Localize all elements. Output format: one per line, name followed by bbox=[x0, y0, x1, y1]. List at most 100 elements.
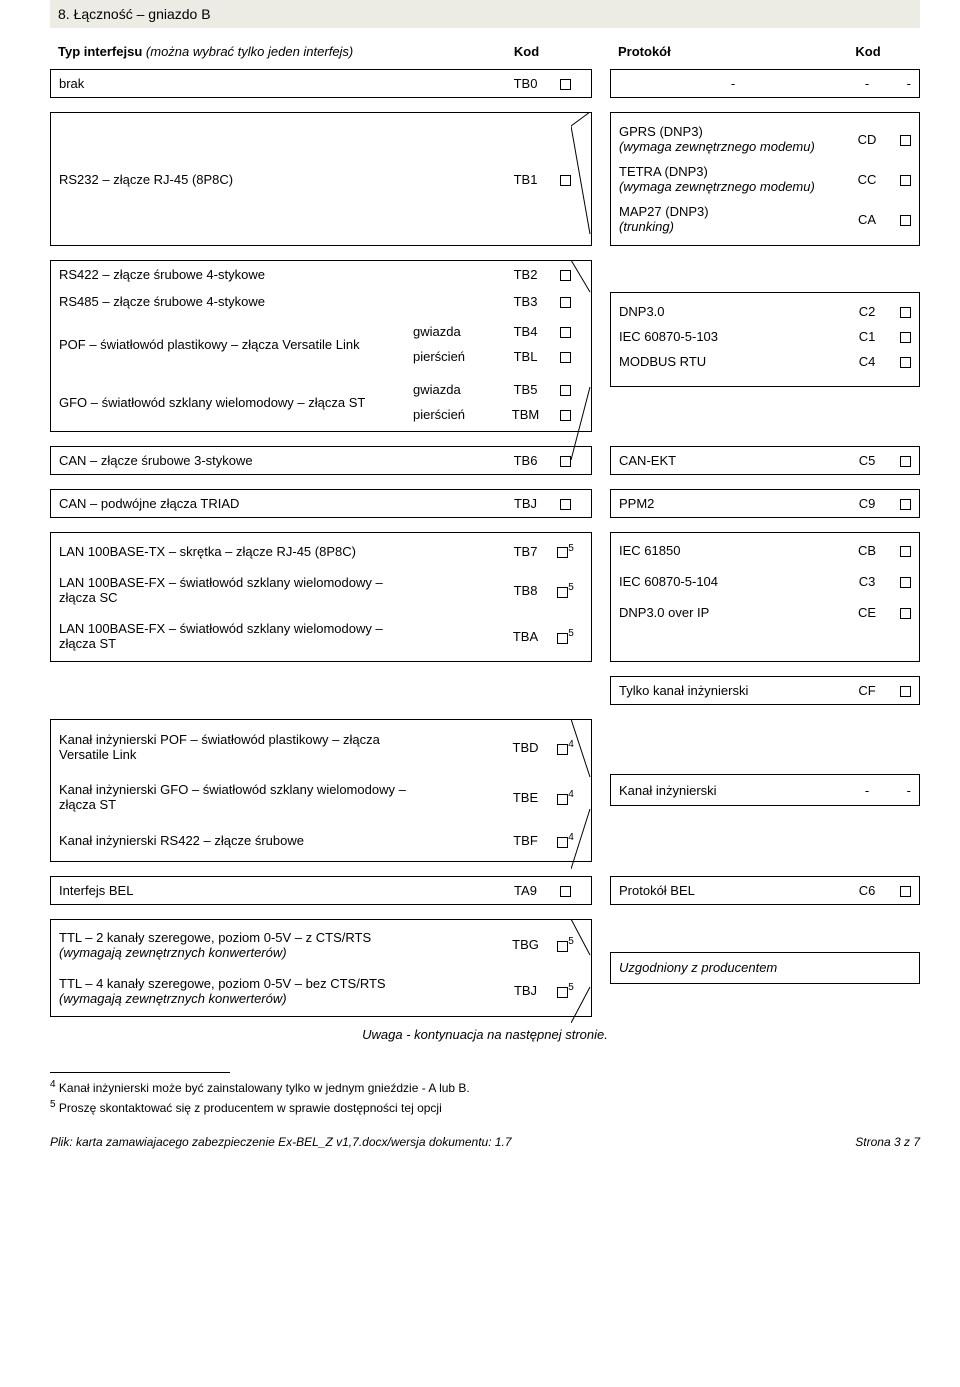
cantriad-pcheck[interactable] bbox=[900, 499, 911, 510]
pof-c2-check[interactable] bbox=[560, 352, 571, 363]
footer-right: Strona 3 z 7 bbox=[855, 1135, 920, 1149]
ttl4-name: TTL – 4 kanały szeregowe, poziom 0-5V – … bbox=[59, 976, 413, 991]
bel-proto: Protokół BEL bbox=[619, 883, 847, 898]
rs485-pc: C2 bbox=[847, 304, 887, 319]
kirs422-code: TBF bbox=[503, 833, 548, 848]
ttl2-name: TTL – 2 kanały szeregowe, poziom 0-5V – … bbox=[59, 930, 413, 945]
ttl2-code: TBG bbox=[503, 937, 548, 952]
can3-proto: CAN-EKT bbox=[619, 453, 847, 468]
hdr-typ: Typ interfejsu bbox=[58, 44, 142, 59]
footer-left: Plik: karta zamawiajacego zabezpieczenie… bbox=[50, 1135, 512, 1149]
gfo-c2-check[interactable] bbox=[560, 410, 571, 421]
can3-pc: C5 bbox=[847, 453, 887, 468]
kigfo-code: TBE bbox=[503, 790, 548, 805]
lan-tx-proto: IEC 61850 bbox=[619, 543, 847, 558]
pof-pc2: C4 bbox=[847, 354, 887, 369]
section-title: Łączność – gniazdo B bbox=[74, 6, 211, 22]
lan-sc-proto: IEC 60870-5-104 bbox=[619, 574, 847, 589]
ttl4-check[interactable] bbox=[557, 987, 568, 998]
rs232-p2c: CC bbox=[847, 172, 887, 187]
lan-tx-pc: CB bbox=[847, 543, 887, 558]
row-lan: LAN 100BASE-TX – skrętka – złącze RJ-45 … bbox=[50, 532, 920, 662]
row-bel: Interfejs BEL TA9 Protokół BEL C6 bbox=[50, 876, 920, 905]
pof-p2-check[interactable] bbox=[900, 357, 911, 368]
rs422-code: TB2 bbox=[503, 267, 548, 282]
gfo-c2: TBM bbox=[503, 407, 548, 422]
rs485-name: RS485 – złącze śrubowe 4-stykowe bbox=[59, 294, 413, 309]
gfo-s1: gwiazda bbox=[413, 382, 503, 397]
center-note: Uwaga - kontynuacja na następnej stronie… bbox=[50, 1027, 920, 1042]
ttl-proto: Uzgodniony z producentem bbox=[619, 960, 911, 975]
bel-pc: C6 bbox=[847, 883, 887, 898]
tylko-pc: CF bbox=[847, 683, 887, 698]
rs232-p2n: (wymaga zewnętrznego modemu) bbox=[619, 179, 847, 194]
pof-p1-check[interactable] bbox=[900, 332, 911, 343]
lan-sc-check[interactable] bbox=[557, 587, 568, 598]
lan-sc-sup: 5 bbox=[568, 582, 574, 593]
brak-pc: - bbox=[847, 76, 887, 91]
rs485-check[interactable] bbox=[560, 297, 571, 308]
rs232-p2-check[interactable] bbox=[900, 175, 911, 186]
ttl2-note: (wymagają zewnętrznych konwerterów) bbox=[59, 945, 413, 960]
kipof-check[interactable] bbox=[557, 744, 568, 755]
can3-code: TB6 bbox=[503, 453, 548, 468]
can3-check[interactable] bbox=[560, 456, 571, 467]
can3-pcheck[interactable] bbox=[900, 456, 911, 467]
section-num: 8. bbox=[58, 6, 70, 22]
footnote-separator bbox=[50, 1072, 230, 1073]
hdr-kod: Kod bbox=[504, 44, 549, 59]
lan-sc-pcheck[interactable] bbox=[900, 577, 911, 588]
lan-st-proto: DNP3.0 over IP bbox=[619, 605, 847, 620]
bel-check[interactable] bbox=[560, 886, 571, 897]
rs422-check[interactable] bbox=[560, 270, 571, 281]
bel-pcheck[interactable] bbox=[900, 886, 911, 897]
gfo-s2: pierścień bbox=[413, 407, 503, 422]
lan-tx-sup: 5 bbox=[568, 543, 574, 554]
fn4-txt: Kanał inżynierski może być zainstalowany… bbox=[56, 1081, 470, 1095]
ttl4-sup: 5 bbox=[568, 982, 574, 993]
rs232-check[interactable] bbox=[560, 175, 571, 186]
cantriad-code: TBJ bbox=[503, 496, 548, 511]
lan-st-pcheck[interactable] bbox=[900, 608, 911, 619]
pof-pc1: C1 bbox=[847, 329, 887, 344]
kigfo-proto: Kanał inżynierski bbox=[619, 783, 847, 798]
row-brak: brak TB0 - - - bbox=[50, 69, 920, 98]
gfo-c1-check[interactable] bbox=[560, 385, 571, 396]
cantriad-check[interactable] bbox=[560, 499, 571, 510]
pof-c1-check[interactable] bbox=[560, 327, 571, 338]
rs485-pcheck[interactable] bbox=[900, 307, 911, 318]
kirs422-check[interactable] bbox=[557, 837, 568, 848]
gfo-c1: TB5 bbox=[503, 382, 548, 397]
brak-code: TB0 bbox=[503, 76, 548, 91]
rs232-p3-check[interactable] bbox=[900, 215, 911, 226]
ttl4-note: (wymagają zewnętrznych konwerterów) bbox=[59, 991, 413, 1006]
kigfo-check[interactable] bbox=[557, 794, 568, 805]
cantriad-proto: PPM2 bbox=[619, 496, 847, 511]
kigfo-sup: 4 bbox=[568, 789, 574, 800]
bel-name: Interfejs BEL bbox=[59, 883, 413, 898]
ttl4-code: TBJ bbox=[503, 983, 548, 998]
lan-sc-name: LAN 100BASE-FX – światłowód szklany wiel… bbox=[59, 575, 413, 605]
kipof-sup: 4 bbox=[568, 739, 574, 750]
row-tylko: Tylko kanał inżynierski CF bbox=[50, 676, 920, 705]
brak-proto: - bbox=[619, 76, 847, 91]
lan-st-code: TBA bbox=[503, 629, 548, 644]
pof-p1: IEC 60870-5-103 bbox=[619, 329, 847, 344]
rs232-p3: MAP27 (DNP3) bbox=[619, 204, 847, 219]
tylko-check[interactable] bbox=[900, 686, 911, 697]
row-can3: CAN – złącze śrubowe 3-stykowe TB6 CAN-E… bbox=[50, 446, 920, 475]
rs232-p3n: (trunking) bbox=[619, 219, 847, 234]
ttl2-check[interactable] bbox=[557, 941, 568, 952]
lan-st-check[interactable] bbox=[557, 633, 568, 644]
lan-tx-check[interactable] bbox=[557, 547, 568, 558]
lan-tx-pcheck[interactable] bbox=[900, 546, 911, 557]
rs232-p1-check[interactable] bbox=[900, 135, 911, 146]
lan-sc-code: TB8 bbox=[503, 583, 548, 598]
cantriad-name: CAN – podwójne złącza TRIAD bbox=[59, 496, 413, 511]
lan-st-pc: CE bbox=[847, 605, 887, 620]
brak-pchk: - bbox=[887, 76, 911, 91]
row-rs232: RS232 – złącze RJ-45 (8P8C) TB1 GPRS (DN… bbox=[50, 112, 920, 246]
hdr-protokol: Protokół bbox=[618, 44, 848, 59]
brak-check[interactable] bbox=[560, 79, 571, 90]
lan-tx-name: LAN 100BASE-TX – skrętka – złącze RJ-45 … bbox=[59, 544, 413, 559]
